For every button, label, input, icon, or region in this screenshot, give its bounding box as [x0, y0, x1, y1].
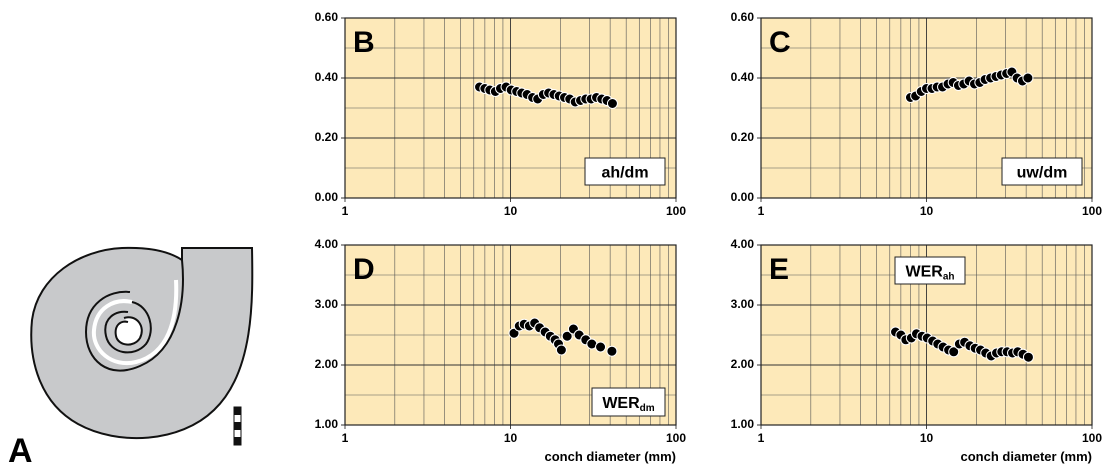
- x-tick-label: 10: [504, 204, 518, 218]
- data-point: [595, 341, 607, 353]
- ratio-label-text: WER: [906, 264, 944, 281]
- panel-letter: D: [353, 253, 375, 286]
- x-tick-label: 100: [1082, 431, 1102, 445]
- data-point: [561, 330, 573, 342]
- data-point: [1022, 351, 1034, 363]
- y-tick-label: 0.40: [731, 70, 755, 84]
- panel-letter: A: [8, 432, 33, 470]
- label-box: [591, 387, 666, 417]
- data-point: [606, 98, 618, 109]
- x-tick-label: 10: [920, 431, 934, 445]
- y-tick-label: 0.60: [731, 10, 755, 24]
- ratio-label-subscript: dm: [640, 403, 655, 414]
- y-tick-label: 0.20: [315, 130, 339, 144]
- x-tick-label: 100: [1082, 204, 1102, 218]
- label-box: [1001, 157, 1083, 186]
- y-tick-label: 0.00: [315, 190, 339, 204]
- data-point: [606, 345, 618, 357]
- plot-frame: [344, 17, 677, 199]
- x-axis-label: conch diameter (mm): [545, 449, 676, 464]
- data-point: [948, 346, 960, 358]
- ratio-label: ah/dm: [601, 165, 648, 182]
- x-tick-label: 1: [342, 431, 349, 445]
- ratio-label-subscript: ah: [943, 272, 955, 283]
- x-tick-label: 1: [342, 204, 349, 218]
- label-box: [894, 256, 966, 285]
- x-tick-label: 1: [758, 204, 765, 218]
- x-tick-label: 10: [504, 431, 518, 445]
- ratio-label-text: uw/dm: [1017, 165, 1068, 182]
- panel-letter: E: [769, 253, 789, 286]
- y-tick-label: 0.40: [315, 70, 339, 84]
- x-tick-label: 100: [666, 431, 686, 445]
- y-tick-label: 2.00: [731, 357, 755, 371]
- data-point: [555, 344, 567, 356]
- ratio-label-text: WER: [602, 395, 640, 412]
- y-tick-label: 0.60: [315, 10, 339, 24]
- x-axis-label: conch diameter (mm): [961, 449, 1092, 464]
- y-tick-label: 1.00: [731, 417, 755, 431]
- label-box: [584, 157, 666, 186]
- x-tick-label: 10: [920, 204, 934, 218]
- y-tick-label: 0.00: [731, 190, 755, 204]
- plot-frame: [760, 17, 1093, 199]
- x-tick-label: 100: [666, 204, 686, 218]
- y-tick-label: 1.00: [315, 417, 339, 431]
- shell-drawing: [30, 246, 254, 446]
- ratio-label: WERdm: [602, 395, 654, 414]
- ratio-label: uw/dm: [1017, 165, 1068, 182]
- ratio-label: WERah: [906, 264, 955, 283]
- panel-letter: B: [353, 26, 375, 59]
- panel-letter: C: [769, 26, 791, 59]
- y-tick-label: 4.00: [731, 237, 755, 251]
- y-tick-label: 3.00: [731, 297, 755, 311]
- x-tick-label: 1: [758, 431, 765, 445]
- y-tick-label: 2.00: [315, 357, 339, 371]
- ratio-label-text: ah/dm: [601, 165, 648, 182]
- plot-frame: [760, 244, 1093, 426]
- data-point: [1022, 72, 1034, 84]
- plot-frame: [344, 244, 677, 426]
- y-tick-label: 4.00: [315, 237, 339, 251]
- y-tick-label: 0.20: [731, 130, 755, 144]
- y-tick-label: 3.00: [315, 297, 339, 311]
